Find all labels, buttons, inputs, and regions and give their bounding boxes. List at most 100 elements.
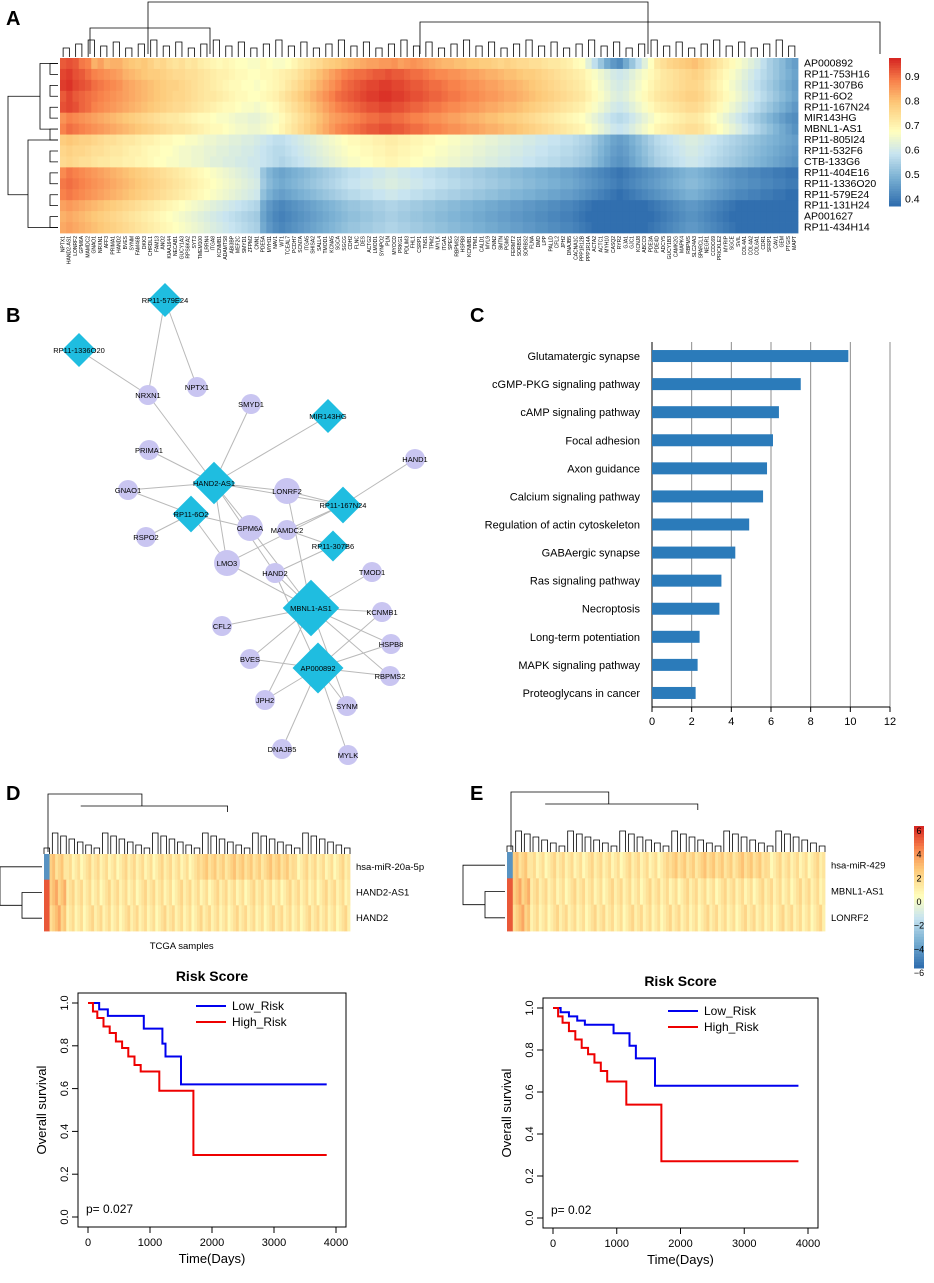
heatmap-cell: [147, 123, 155, 135]
heatmap-cell: [160, 178, 167, 190]
heatmap-cell: [710, 90, 718, 103]
heatmap-cell: [166, 145, 173, 157]
heatmap-cell: [472, 200, 480, 212]
heatmap-cell: [741, 156, 749, 168]
heatmap-cell: [222, 112, 230, 125]
heatmap-cell: [72, 200, 80, 212]
heatmap-cell: [46, 879, 50, 906]
heatmap-cell: [366, 156, 374, 168]
heatmap-cell: [110, 68, 117, 81]
heatmap-cell: [366, 222, 374, 234]
heatmap-cell: [153, 167, 161, 179]
heatmap-cell: [135, 905, 139, 932]
heatmap-cell: [302, 854, 306, 881]
heatmap-cell: [336, 905, 340, 932]
heatmap-cell: [222, 134, 230, 146]
heatmap-cell: [372, 200, 380, 212]
heatmap-cell: [561, 878, 566, 906]
heatmap-cell: [303, 123, 311, 135]
column-label: SMYD1: [242, 236, 248, 253]
heatmap-cell: [573, 852, 577, 879]
heatmap-cell: [572, 178, 580, 190]
heatmap-cell: [576, 904, 580, 932]
heatmap-cell: [128, 112, 136, 125]
heatmap-cell: [319, 854, 323, 881]
heatmap-cell: [441, 167, 449, 179]
heatmap-cell: [754, 167, 761, 179]
heatmap-cell: [610, 178, 618, 190]
heatmap-cell: [353, 90, 361, 103]
heatmap-cell: [642, 852, 647, 879]
heatmap-cell: [651, 878, 655, 906]
heatmap-cell: [510, 200, 517, 212]
dendro-leaf: [636, 836, 644, 852]
heatmap-cell: [479, 112, 486, 125]
heatmap-cell: [447, 112, 455, 125]
heatmap-cell: [573, 878, 577, 906]
heatmap-cell: [422, 211, 430, 223]
heatmap-cell: [722, 101, 730, 114]
heatmap-cell: [784, 852, 788, 879]
heatmap-cell: [260, 222, 267, 234]
mrna-node-label: LONRF2: [272, 487, 302, 496]
heatmap-cell: [66, 145, 73, 157]
heatmap-cell: [504, 58, 511, 70]
heatmap-cell: [722, 112, 730, 125]
colorbar-segment: [914, 865, 924, 870]
mrna-node: [255, 690, 275, 710]
heatmap-cell: [629, 156, 636, 168]
heatmap-cell: [772, 852, 777, 879]
heatmap-cell: [629, 178, 636, 190]
heatmap-cell: [672, 101, 680, 114]
heatmap-cell: [91, 189, 98, 201]
heatmap-cell: [260, 211, 267, 223]
heatmap-cell: [55, 879, 59, 906]
heatmap-cell: [616, 123, 624, 135]
heatmap-cell: [247, 189, 255, 201]
column-label: CFL2: [555, 236, 561, 248]
column-label: FERMT2: [511, 236, 517, 256]
heatmap-cell: [310, 58, 317, 70]
heatmap-cell: [567, 878, 571, 906]
heatmap-cell: [772, 58, 780, 70]
heatmap-cell: [85, 58, 92, 70]
heatmap-cell: [128, 167, 136, 179]
heatmap-cell: [353, 167, 361, 179]
heatmap-cell: [454, 156, 461, 168]
lncrna-node: [292, 642, 344, 694]
heatmap-cell: [347, 79, 355, 92]
heatmap-cell: [235, 211, 242, 223]
heatmap-cell: [691, 200, 699, 212]
heatmap-cell: [272, 879, 276, 906]
dendro-leaf: [738, 41, 746, 57]
heatmap-cell: [660, 90, 668, 103]
heatmap-cell: [247, 101, 255, 114]
heatmap-cell: [85, 134, 92, 146]
dendro-leaf: [387, 43, 396, 57]
heatmap-cell: [166, 68, 173, 81]
colorbar-tick: −4: [914, 944, 924, 954]
heatmap-cell: [183, 905, 187, 932]
heatmap-cell: [216, 68, 224, 81]
dendro-leaf: [252, 832, 259, 854]
heatmap-cell: [454, 134, 461, 146]
heatmap-cell: [113, 854, 117, 881]
heatmap-cell: [222, 879, 226, 906]
column-label: DMD: [536, 236, 542, 248]
heatmap-cell: [216, 211, 224, 223]
heatmap-cell: [735, 904, 739, 932]
heatmap-cell: [153, 200, 161, 212]
heatmap-cell: [704, 200, 711, 212]
heatmap-cell: [341, 145, 349, 157]
heatmap-cell: [110, 222, 117, 234]
heatmap-cell: [278, 211, 286, 223]
heatmap-cell: [341, 178, 349, 190]
heatmap-cell: [641, 101, 649, 114]
heatmap-cell: [138, 905, 142, 932]
heatmap-cell: [807, 852, 811, 879]
heatmap-cell: [385, 123, 392, 135]
heatmap-cell: [716, 134, 724, 146]
heatmap-cell: [322, 879, 326, 906]
heatmap-cell: [285, 222, 292, 234]
